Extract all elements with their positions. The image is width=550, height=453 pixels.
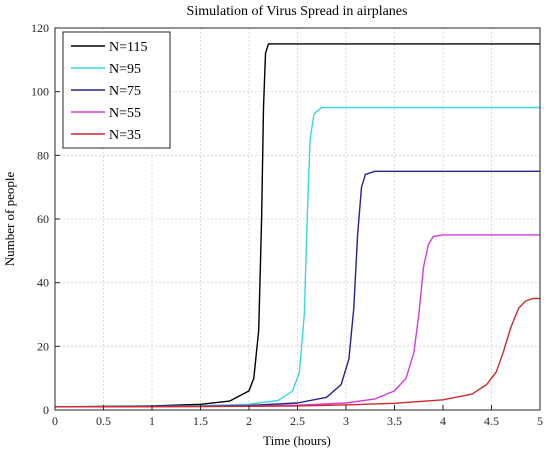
- y-tick-label: 40: [37, 276, 49, 290]
- y-tick-label: 60: [37, 212, 49, 226]
- legend-label: N=115: [109, 40, 148, 55]
- legend-label: N=75: [109, 84, 141, 99]
- x-tick-label: 3.5: [387, 414, 402, 428]
- y-tick-label: 0: [43, 403, 49, 417]
- x-tick-label: 4.5: [484, 414, 499, 428]
- x-tick-label: 3: [343, 414, 349, 428]
- x-tick-label: 1: [149, 414, 155, 428]
- chart-title: Simulation of Virus Spread in airplanes: [187, 4, 408, 19]
- y-tick-label: 100: [31, 85, 49, 99]
- legend: N=115 N=95 N=75 N=55 N=35: [62, 31, 171, 149]
- legend-label: N=55: [109, 106, 141, 121]
- x-tick-label: 0: [52, 414, 58, 428]
- x-tick-label: 2.5: [290, 414, 305, 428]
- x-tick-label: 4: [440, 414, 446, 428]
- y-tick-label: 120: [31, 21, 49, 35]
- x-axis-label: Time (hours): [263, 433, 331, 448]
- series-line-1: [54, 43, 540, 408]
- series-layer: [54, 43, 540, 408]
- ticks: 0 0.5 1 1.5 2 2.5 3 3.5 4 4.5 5 0 20 40 60 80 100 120: [31, 21, 543, 428]
- x-tick-label: 5: [537, 414, 543, 428]
- y-axis-label: Number of people: [2, 171, 17, 266]
- legend-label: N=95: [109, 62, 141, 77]
- legend-label: N=35: [109, 128, 141, 143]
- x-tick-label: 2: [246, 414, 252, 428]
- series-line-5: [55, 297, 540, 408]
- y-tick-label: 80: [37, 148, 49, 162]
- x-tick-label: 1.5: [193, 414, 208, 428]
- y-tick-label: 20: [37, 339, 49, 353]
- x-tick-label: 0.5: [96, 414, 111, 428]
